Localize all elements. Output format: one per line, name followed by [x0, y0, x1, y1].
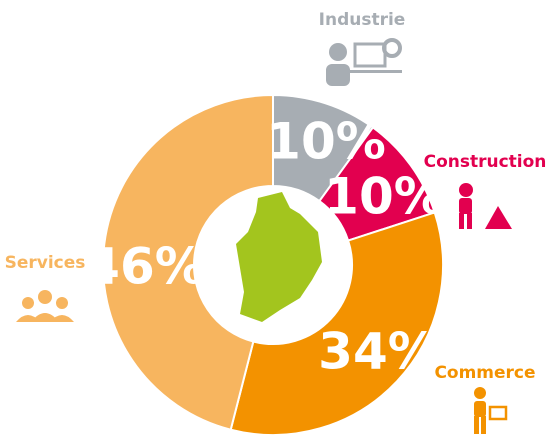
category-label: Services [5, 253, 86, 273]
value-label: 10% [324, 168, 444, 226]
value-label: 10% [266, 113, 386, 171]
donut-segment [102, 93, 274, 431]
construction-icon [459, 183, 512, 229]
category-label: Industrie [319, 10, 406, 30]
donut-segment [229, 211, 444, 436]
value-label: 34% [318, 323, 438, 381]
icons [16, 38, 512, 434]
services-icon [16, 290, 74, 322]
region-map [236, 192, 322, 322]
industry-icon [326, 38, 402, 86]
value-label: 46% [85, 238, 205, 296]
category-label: Construction [424, 152, 547, 172]
category-label: Commerce [434, 363, 535, 383]
commerce-icon [474, 387, 508, 434]
